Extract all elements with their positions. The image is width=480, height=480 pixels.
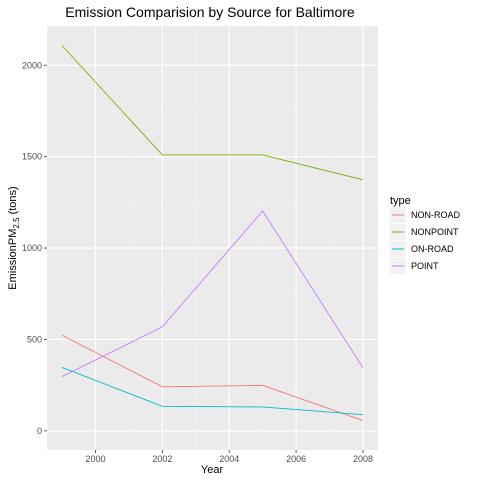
y-tick-label: 2000 [22, 60, 42, 70]
chart-title: Emission Comparision by Source for Balti… [65, 4, 355, 20]
x-axis-label: Year [201, 464, 224, 476]
legend: NON-ROAD NONPOINT ON-ROAD POINT [390, 207, 460, 274]
y-tick-label: 500 [27, 334, 42, 344]
x-axis-ticks: 2000 2002 2004 2006 2008 [85, 450, 373, 464]
y-axis-label: EmissionPM2.5 (tons) [7, 186, 21, 289]
x-tick-label: 2000 [85, 454, 105, 464]
y-tick-label: 0 [37, 426, 42, 436]
x-tick-label: 2002 [152, 454, 172, 464]
y-tick-label: 1000 [22, 243, 42, 253]
legend-label-on-road: ON-ROAD [411, 244, 454, 254]
y-tick-label: 1500 [22, 152, 42, 162]
legend-label-point: POINT [411, 261, 439, 271]
y-axis-ticks: 0 500 1000 1500 2000 [22, 60, 47, 436]
y-axis-label-subscript: 2.5 [12, 217, 21, 229]
y-axis-label-main: EmissionPM [7, 229, 19, 290]
x-tick-label: 2008 [353, 454, 373, 464]
legend-label-nonpoint: NONPOINT [411, 227, 459, 237]
legend-title: type [390, 195, 411, 207]
y-axis-label-unit: (tons) [7, 186, 19, 217]
legend-label-non-road: NON-ROAD [411, 210, 460, 220]
x-tick-label: 2006 [286, 454, 306, 464]
x-tick-label: 2004 [219, 454, 239, 464]
